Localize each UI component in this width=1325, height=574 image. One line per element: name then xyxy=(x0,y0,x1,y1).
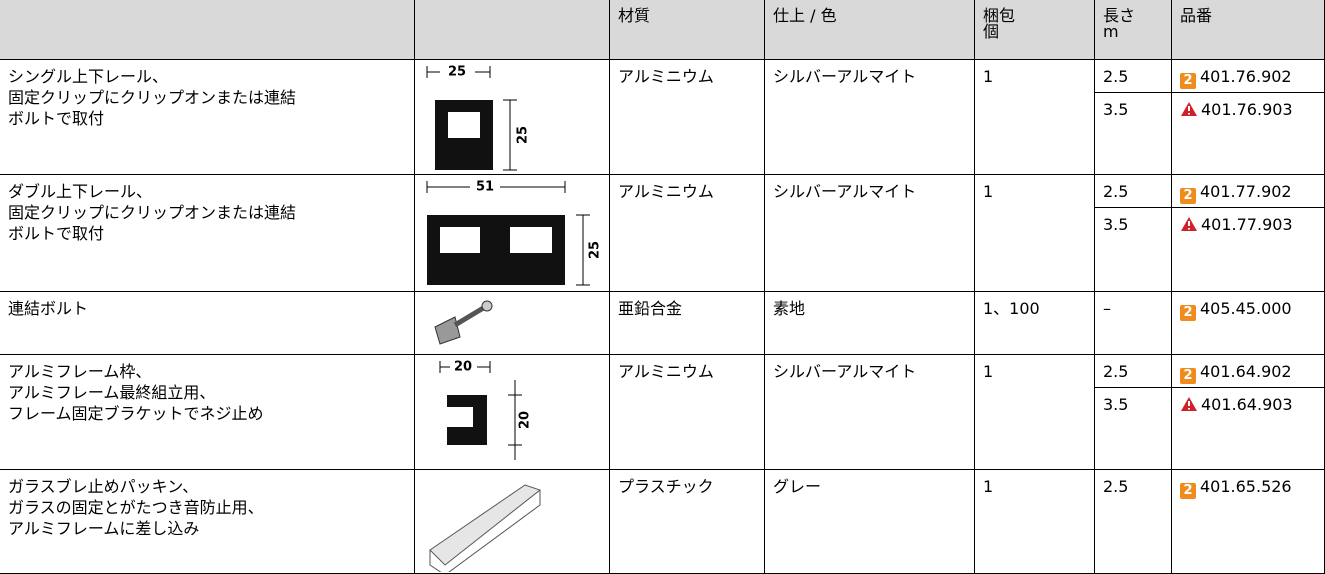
part-number-text: 401.64.902 xyxy=(1200,362,1292,381)
badge: 2 xyxy=(1180,188,1196,204)
badge: 2 xyxy=(1180,483,1196,499)
pack: 1 xyxy=(975,60,1095,175)
image-cell: 51 25 xyxy=(415,175,610,292)
header-material: 材質 xyxy=(610,0,765,60)
pack: 1、100 xyxy=(975,292,1095,355)
badge: 2 xyxy=(1180,368,1196,384)
header-length: 長さ m xyxy=(1095,0,1172,60)
part-number-text: 401.76.902 xyxy=(1200,67,1292,86)
length: 3.5 xyxy=(1095,208,1172,292)
dimension: 20 xyxy=(518,411,533,429)
drawing xyxy=(503,99,517,171)
image-cell xyxy=(415,292,610,355)
header-part-number: 品番 xyxy=(1172,0,1325,60)
warning-icon xyxy=(1181,217,1197,231)
finish: シルバーアルマイト xyxy=(765,355,975,470)
part-number-text: 401.76.903 xyxy=(1201,100,1293,119)
length: 2.5 xyxy=(1095,355,1172,388)
image-cell: 25 25 xyxy=(415,60,610,175)
finish: 素地 xyxy=(765,292,975,355)
pack: 1 xyxy=(975,355,1095,470)
warning-icon xyxy=(1181,397,1197,411)
product-drawing xyxy=(429,484,542,572)
length: 2.5 xyxy=(1095,175,1172,208)
drawing xyxy=(453,304,487,328)
description: アルミフレーム枠、 アルミフレーム最終組立用、 フレーム固定ブラケットでネジ止め xyxy=(0,355,415,470)
finish: グレー xyxy=(765,470,975,574)
product-drawing: 51 25 xyxy=(426,180,603,286)
length: – xyxy=(1095,292,1172,355)
material: アルミニウム xyxy=(610,355,765,470)
drawing xyxy=(576,214,590,286)
header-blank xyxy=(415,0,610,60)
part-number-text: 401.77.903 xyxy=(1201,215,1293,234)
length: 2.5 xyxy=(1095,60,1172,93)
finish: シルバーアルマイト xyxy=(765,60,975,175)
drawing xyxy=(481,300,493,312)
dimension: 51 xyxy=(476,180,494,195)
drawing xyxy=(508,380,522,460)
length: 3.5 xyxy=(1095,93,1172,175)
part-number: 401.77.903 xyxy=(1172,208,1325,292)
material: アルミニウム xyxy=(610,60,765,175)
part-number: 2 401.65.526 xyxy=(1172,470,1325,574)
length: 2.5 xyxy=(1095,470,1172,574)
pack: 1 xyxy=(975,470,1095,574)
drawing xyxy=(447,395,487,445)
header-finish: 仕上 / 色 xyxy=(765,0,975,60)
material: プラスチック xyxy=(610,470,765,574)
finish: シルバーアルマイト xyxy=(765,175,975,292)
image-cell: 20 20 xyxy=(415,355,610,470)
material: アルミニウム xyxy=(610,175,765,292)
drawing xyxy=(434,316,461,345)
part-number: 2 401.76.902 xyxy=(1172,60,1325,93)
length: 3.5 xyxy=(1095,388,1172,470)
product-drawing: 25 25 xyxy=(426,65,531,171)
dimension: 20 xyxy=(454,360,472,375)
description: ガラスブレ止めパッキン、 ガラスの固定とがたつき音防止用、 アルミフレームに差し… xyxy=(0,470,415,574)
drawing xyxy=(429,484,542,566)
description: ダブル上下レール、 固定クリップにクリップオンまたは連結 ボルトで取付 xyxy=(0,175,415,292)
part-number: 401.64.903 xyxy=(1172,388,1325,470)
description: シングル上下レール、 固定クリップにクリップオンまたは連結 ボルトで取付 xyxy=(0,60,415,175)
pack: 1 xyxy=(975,175,1095,292)
drawing xyxy=(435,100,493,170)
part-number-text: 405.45.000 xyxy=(1200,299,1292,318)
part-number: 2 401.77.902 xyxy=(1172,175,1325,208)
part-number-text: 401.64.903 xyxy=(1201,395,1293,414)
description: 連結ボルト xyxy=(0,292,415,355)
part-number: 2 405.45.000 xyxy=(1172,292,1325,355)
badge: 2 xyxy=(1180,73,1196,89)
dimension: 25 xyxy=(516,126,531,144)
dimension: 25 xyxy=(588,241,603,259)
image-cell xyxy=(415,470,610,574)
drawing xyxy=(427,215,565,285)
material: 亜鉛合金 xyxy=(610,292,765,355)
drawing xyxy=(439,361,491,373)
warning-icon xyxy=(1181,102,1197,116)
product-drawing xyxy=(434,300,493,345)
drawing xyxy=(429,490,541,572)
part-number-text: 401.77.902 xyxy=(1200,182,1292,201)
part-number: 2 401.64.902 xyxy=(1172,355,1325,388)
drawing xyxy=(426,66,491,78)
badge: 2 xyxy=(1180,305,1196,321)
header-pack: 梱包 個 xyxy=(975,0,1095,60)
part-number: 401.76.903 xyxy=(1172,93,1325,175)
dimension: 25 xyxy=(448,65,466,80)
part-number-text: 401.65.526 xyxy=(1200,477,1292,496)
header-blank xyxy=(0,0,415,60)
drawing xyxy=(426,181,566,193)
